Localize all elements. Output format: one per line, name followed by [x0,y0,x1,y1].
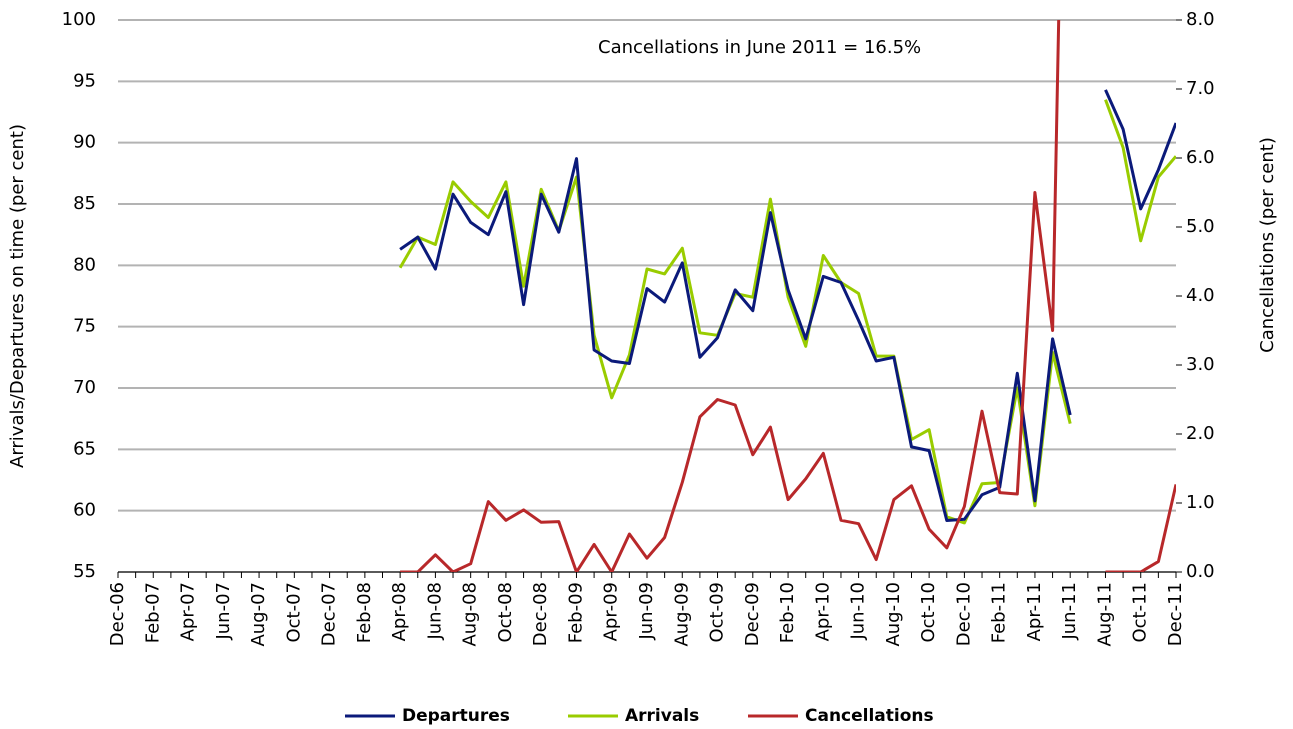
x-tick-label: Oct-08 [495,582,516,643]
x-tick-label: Dec-09 [742,582,763,646]
y2-tick-label: 3.0 [1186,354,1215,375]
x-tick-label: Oct-09 [707,582,728,643]
y-axis-label: Arrivals/Departures on time (per cent) [7,124,28,468]
x-tick-label: Feb-08 [354,582,375,643]
series-line [399,89,1176,522]
y-tick-label: 95 [73,70,96,91]
series-line [400,20,1176,572]
y2-tick-label: 7.0 [1186,78,1215,99]
x-tick-label: Feb-07 [142,582,163,643]
y-tick-label: 75 [73,316,96,337]
x-tick-label: Jun-09 [636,582,657,641]
y2-tick-label: 5.0 [1186,216,1215,237]
x-tick-label: Aug-10 [883,582,904,647]
x-tick-label: Feb-11 [989,582,1010,643]
y-tick-label: 70 [73,377,96,398]
x-tick-label: Apr-11 [1024,582,1045,641]
x-tick-label: Dec-07 [319,582,340,646]
x-tick-label: Jun-11 [1059,582,1080,641]
x-tick-label: Jun-07 [213,582,234,641]
y2-tick-label: 8.0 [1186,9,1215,30]
x-tick-label: Apr-08 [389,582,410,641]
y-tick-label: 60 [73,500,96,521]
x-tick-label: Apr-09 [601,582,622,641]
y2-tick-label: 6.0 [1186,147,1215,168]
x-tick-label: Aug-07 [248,582,269,647]
x-tick-label: Oct-10 [918,582,939,643]
y-tick-label: 55 [73,561,96,582]
y-tick-label: 90 [73,132,96,153]
x-tick-label: Dec-10 [953,582,974,646]
x-tick-label: Jun-10 [848,582,869,641]
y2-tick-label: 2.0 [1186,423,1215,444]
y-tick-label: 80 [73,254,96,275]
x-tick-label: Aug-11 [1094,582,1115,647]
y2-tick-label: 0.0 [1186,561,1215,582]
x-tick-label: Jun-08 [424,582,445,641]
y2-tick-label: 1.0 [1186,492,1215,513]
plot [398,20,1176,572]
x-tick-label: Dec-08 [530,582,551,646]
x-tick-label: Aug-08 [460,582,481,647]
y2-axis-label: Cancellations (per cent) [1257,137,1278,353]
x-tick-label: Feb-09 [565,582,586,643]
x-tick-label: Apr-07 [178,582,199,641]
legend-label: Cancellations [805,706,934,726]
x-tick-label: Oct-07 [283,582,304,643]
x-tick-label: Dec-11 [1165,582,1186,646]
y-tick-label: 100 [62,9,96,30]
x-tick-label: Dec-06 [107,582,128,646]
y2-tick-label: 4.0 [1186,285,1215,306]
x-tick-label: Oct-11 [1130,582,1151,643]
x-tick-label: Aug-09 [671,582,692,647]
x-tick-label: Feb-10 [777,582,798,643]
y-tick-label: 65 [73,438,96,459]
y-tick-label: 85 [73,193,96,214]
series-line [398,99,1176,525]
annotation: Cancellations in June 2011 = 16.5% [598,37,921,58]
x-tick-label: Apr-10 [812,582,833,641]
legend-label: Arrivals [625,706,699,726]
legend-label: Departures [402,706,510,726]
